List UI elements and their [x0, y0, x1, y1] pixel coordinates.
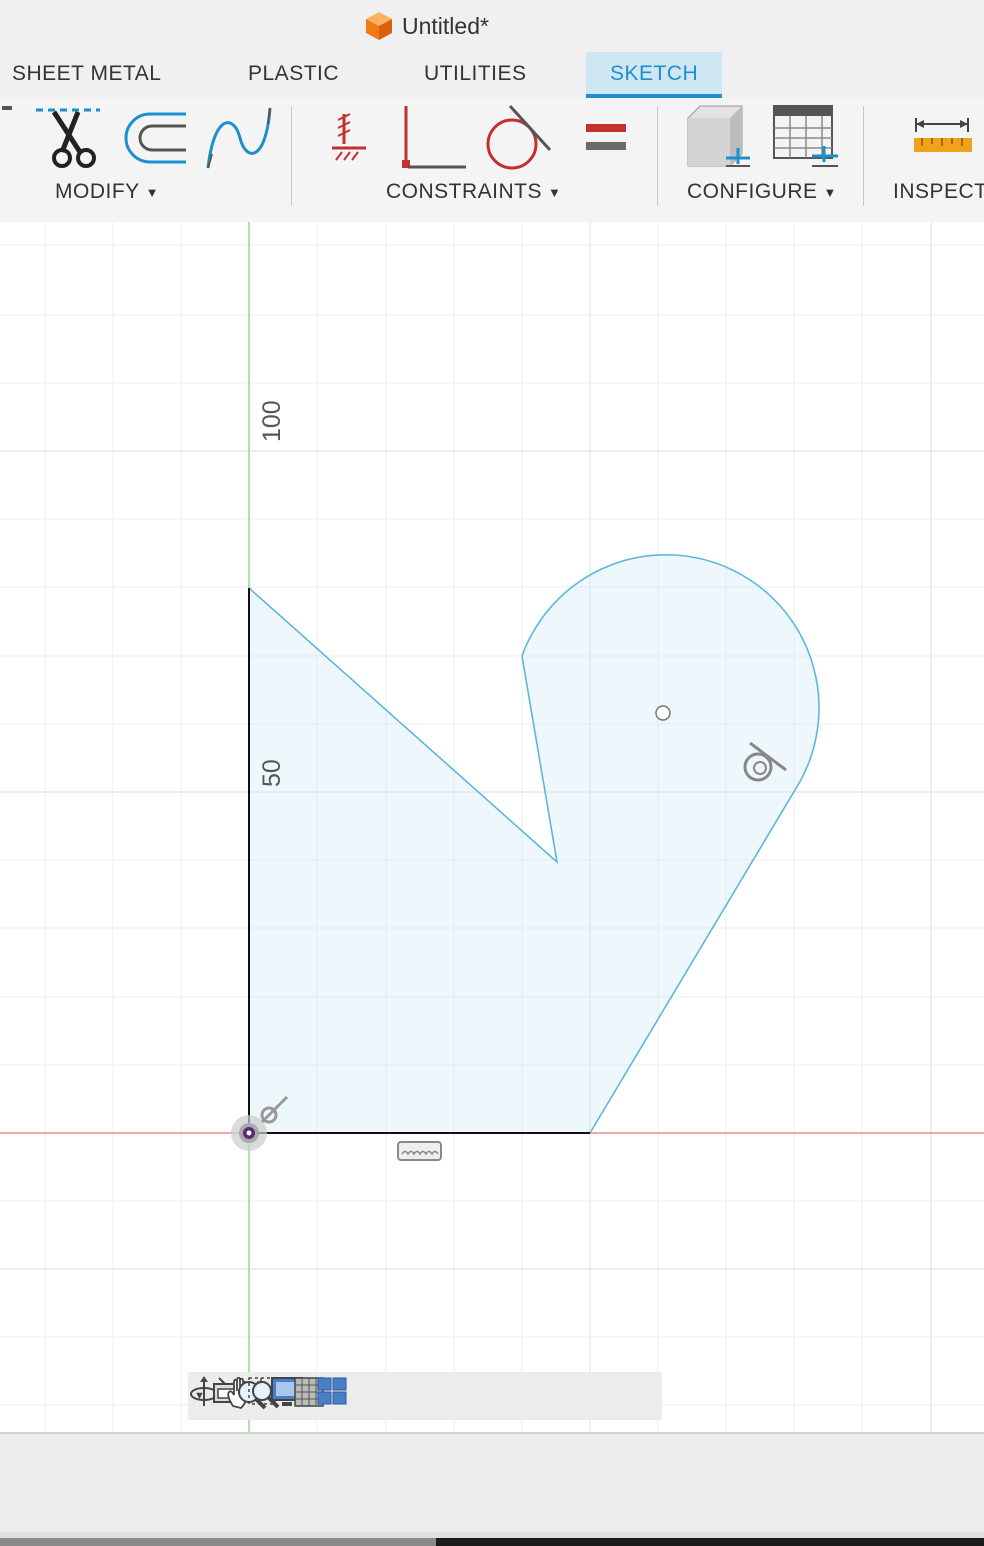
configuration-table-icon[interactable] [772, 104, 842, 170]
profile-diagonal-line[interactable] [248, 587, 559, 865]
document-title-text: Untitled* [402, 12, 489, 39]
spline-icon[interactable] [204, 104, 276, 172]
trim-icon[interactable] [34, 102, 104, 174]
configure-menu[interactable]: CONFIGURE ▼ [687, 180, 837, 204]
sketch-viewport[interactable]: 100 50 [0, 222, 984, 1432]
viewports-icon [317, 1377, 347, 1405]
timeline-strip [0, 1532, 984, 1546]
perpendicular-icon[interactable] [398, 104, 470, 170]
configure-label: CONFIGURE [687, 180, 818, 203]
profile-slanted-line[interactable] [589, 789, 796, 1134]
grid [0, 222, 984, 1432]
measure-icon[interactable] [912, 118, 976, 158]
ribbon-tabs: SHEET METAL PLASTIC UTILITIES SKETCH [0, 52, 984, 98]
tangent-icon[interactable] [484, 104, 554, 172]
offset-icon[interactable] [120, 110, 190, 166]
document-title: Untitled* [364, 10, 489, 42]
tab-sheet-metal[interactable]: SHEET METAL [12, 62, 162, 85]
fix-constraint-icon[interactable] [330, 112, 370, 164]
title-bar: Untitled* [0, 0, 984, 52]
modify-menu[interactable]: MODIFY ▼ [55, 180, 159, 204]
chevron-down-icon: ▼ [145, 184, 160, 200]
ruler-label-100: 100 [258, 400, 286, 442]
tab-sketch[interactable]: SKETCH [586, 52, 723, 98]
constraints-label: CONSTRAINTS [386, 180, 543, 203]
horizontal-constraint-glyph[interactable] [397, 1141, 442, 1161]
navigation-bar: ▼ [188, 1372, 662, 1420]
chevron-down-icon: ▼ [823, 184, 837, 200]
timeline-track [0, 1538, 436, 1546]
orange-cube-icon [366, 12, 392, 40]
arc-center-point[interactable] [655, 705, 671, 721]
sketch-canvas[interactable]: 100 50 [0, 222, 984, 1432]
ruler-label-50: 50 [258, 759, 286, 787]
orbit-button[interactable]: ▼ [188, 1376, 218, 1416]
look-at-button[interactable] [211, 1376, 243, 1416]
inspect-menu[interactable]: INSPECT [893, 180, 984, 204]
constraints-menu[interactable]: CONSTRAINTS ▼ [386, 180, 561, 204]
inspect-label: INSPECT [893, 180, 984, 203]
display-settings-button[interactable]: ▼ [270, 1376, 303, 1416]
zoom-button[interactable] [235, 1376, 267, 1416]
coincident-constraint-glyph[interactable] [260, 1095, 289, 1124]
tab-plastic[interactable]: PLASTIC [248, 62, 340, 85]
chevron-down-icon: ▼ [194, 1390, 205, 1402]
modify-label: MODIFY [55, 180, 140, 203]
viewports-button[interactable]: ▼ [316, 1376, 347, 1416]
origin-point[interactable] [231, 1115, 267, 1151]
profile-arc[interactable] [521, 553, 820, 791]
ribbon-toolbar: MODIFY ▼ CONSTRAINTS ▼ [0, 98, 984, 222]
timeline-bar[interactable] [436, 1538, 984, 1546]
tab-utilities[interactable]: UTILITIES [424, 62, 527, 85]
chevron-down-icon: ▼ [548, 184, 562, 200]
grid-settings-button[interactable]: ▼ [293, 1376, 324, 1416]
fit-button[interactable]: ▼ [247, 1376, 280, 1416]
bottom-panel [0, 1432, 984, 1546]
change-parameters-icon[interactable] [686, 104, 756, 170]
tangent-constraint-glyph[interactable] [743, 741, 787, 782]
pan-button[interactable] [223, 1376, 247, 1416]
sketch-profile[interactable] [249, 554, 819, 1133]
equal-icon[interactable] [584, 122, 628, 154]
